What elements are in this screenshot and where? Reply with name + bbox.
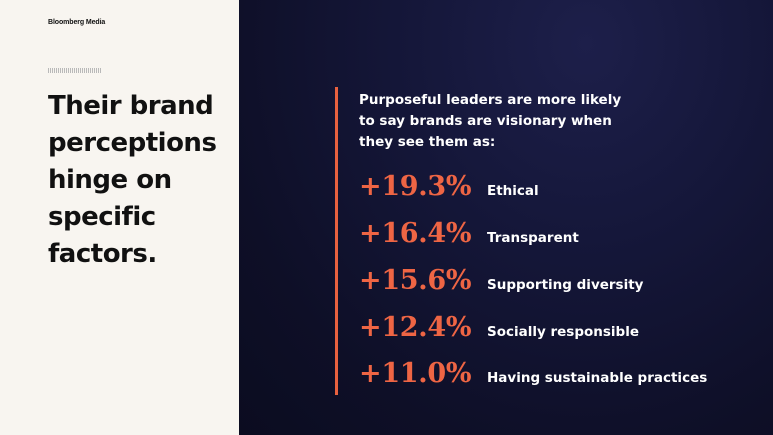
brand-logo: Bloomberg Media: [48, 19, 106, 26]
stat-row-ethical: +19.3% Ethical: [359, 171, 539, 211]
left-panel: Bloomberg Media Their brand perceptions …: [0, 0, 239, 435]
stat-value: +15.6%: [359, 265, 472, 296]
stat-row-socially-responsible: +12.4% Socially responsible: [359, 312, 639, 352]
right-panel: [239, 0, 773, 435]
stat-row-supporting-diversity: +15.6% Supporting diversity: [359, 265, 643, 305]
headline: Their brand perceptions hinge on specifi…: [48, 91, 217, 269]
stat-value: +16.4%: [359, 218, 472, 249]
stat-value: +11.0%: [359, 358, 472, 389]
stat-label: Having sustainable practices: [487, 370, 708, 386]
stat-value: +19.3%: [359, 171, 472, 202]
stat-row-sustainable-practices: +11.0% Having sustainable practices: [359, 358, 707, 398]
stat-label: Ethical: [487, 183, 539, 199]
accent-bar: [335, 87, 338, 395]
section-marker: [48, 68, 101, 73]
stat-value: +12.4%: [359, 312, 472, 343]
stat-label: Supporting diversity: [487, 277, 644, 293]
intro-text: Purposeful leaders are more likely to sa…: [359, 92, 622, 150]
stat-label: Socially responsible: [487, 324, 640, 340]
stat-row-transparent: +16.4% Transparent: [359, 218, 579, 258]
stat-label: Transparent: [487, 230, 579, 246]
